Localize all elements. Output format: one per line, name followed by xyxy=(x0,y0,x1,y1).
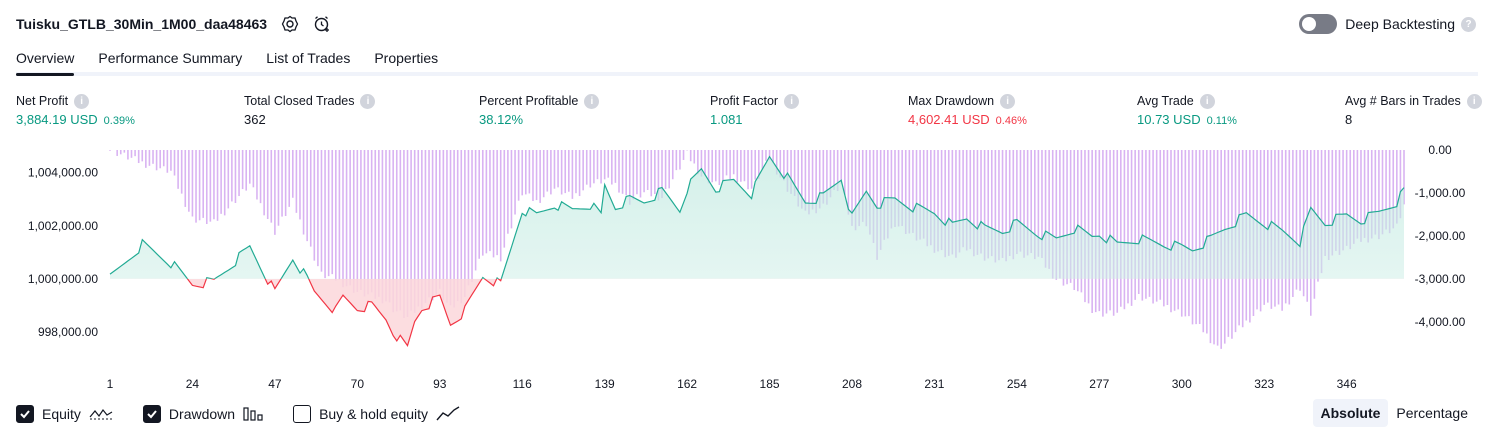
metric-label: Avg Trade xyxy=(1137,94,1194,108)
equity-loss-area xyxy=(110,278,1404,346)
info-icon[interactable]: i xyxy=(1199,93,1215,109)
toggle-knob xyxy=(1302,17,1317,31)
absolute-mode-button[interactable]: Absolute xyxy=(1312,399,1389,427)
x-axis-tick-label: 70 xyxy=(351,377,365,391)
equity-checkbox[interactable] xyxy=(16,405,34,423)
x-axis-tick-label: 231 xyxy=(924,377,944,391)
equity-toggle[interactable]: Equity xyxy=(16,405,113,423)
equity-line-loss xyxy=(186,278,502,347)
deep-backtesting-label: Deep Backtesting xyxy=(1345,16,1455,32)
metric-value: 1.081 xyxy=(710,112,743,127)
buy-hold-label: Buy & hold equity xyxy=(319,406,429,422)
equity-line-icon xyxy=(89,407,113,421)
x-axis-tick-label: 254 xyxy=(1007,377,1027,391)
equity-line-profit xyxy=(109,155,1405,279)
deep-backtesting: Deep Backtesting ? xyxy=(1299,12,1476,36)
info-icon[interactable]: i xyxy=(360,93,376,109)
left-axis-tick-label: 1,000,000.00 xyxy=(28,272,98,286)
metric-label: Avg # Bars in Trades xyxy=(1345,94,1461,108)
equity-label: Equity xyxy=(42,406,81,422)
metric-avg-bars-in-trades: Avg # Bars in Trades i 8 xyxy=(1345,92,1482,130)
settings-icon[interactable] xyxy=(281,15,299,33)
x-axis-tick-label: 162 xyxy=(677,377,697,391)
help-icon[interactable]: ? xyxy=(1461,16,1476,32)
metric-value: 8 xyxy=(1345,112,1353,127)
x-axis-tick-label: 185 xyxy=(760,377,780,391)
tab-performance-summary[interactable]: Performance Summary xyxy=(98,50,243,66)
metric-label: Profit Factor xyxy=(710,94,779,108)
left-axis-tick-label: 1,004,000.00 xyxy=(28,166,98,180)
drawdown-bars-icon xyxy=(243,406,263,422)
buy-hold-line-icon xyxy=(436,406,460,422)
buy-hold-checkbox[interactable] xyxy=(293,405,312,423)
strategy-title: Tuisku_GTLB_30Min_1M00_daa48463 xyxy=(16,16,268,32)
x-axis-tick-label: 277 xyxy=(1089,377,1109,391)
metric-max-drawdown: Max Drawdown i 4,602.41 USD 0.46% xyxy=(908,92,1027,130)
x-axis-tick-label: 116 xyxy=(513,377,532,391)
metric-value: 4,602.41 USD xyxy=(908,112,990,127)
percentage-mode-button[interactable]: Percentage xyxy=(1396,405,1468,421)
title-row: Tuisku_GTLB_30Min_1M00_daa48463 xyxy=(16,12,331,36)
metric-label: Max Drawdown xyxy=(908,94,995,108)
drawdown-checkbox[interactable] xyxy=(142,405,161,423)
metric-value: 3,884.19 USD xyxy=(16,112,98,127)
equity-drawdown-chart[interactable]: 1,004,000.00 1,002,000.00 1,000,000.00 998,… xyxy=(0,140,1494,396)
x-axis-tick-label: 93 xyxy=(433,377,447,391)
left-axis-tick-label: 998,000.00 xyxy=(38,325,98,339)
chart-legend: Equity Drawdown Buy & hold equity xyxy=(16,403,490,425)
metric-percent: 0.11% xyxy=(1206,115,1237,127)
report-tabs: Overview Performance Summary List of Tra… xyxy=(16,44,1478,76)
x-axis-tick-label: 346 xyxy=(1337,377,1357,391)
drawdown-label: Drawdown xyxy=(168,406,236,422)
right-axis-tick-label: 0.00 xyxy=(1428,143,1452,157)
info-icon[interactable]: i xyxy=(1466,93,1482,109)
x-axis-tick-label: 1 xyxy=(107,377,114,391)
deep-backtesting-toggle[interactable] xyxy=(1299,14,1338,34)
x-axis-tick-label: 300 xyxy=(1172,377,1192,391)
metric-avg-trade: Avg Trade i 10.73 USD 0.11% xyxy=(1137,92,1237,130)
metric-value: 10.73 USD xyxy=(1137,112,1201,127)
value-mode-switch: Absolute Percentage xyxy=(1312,399,1477,427)
tab-list-of-trades[interactable]: List of Trades xyxy=(266,50,351,66)
metric-percent-profitable: Percent Profitable i 38.12% xyxy=(479,92,600,130)
tab-properties[interactable]: Properties xyxy=(374,50,439,66)
metric-label: Net Profit xyxy=(16,94,69,108)
x-axis-tick-label: 323 xyxy=(1254,377,1274,391)
metric-value: 38.12% xyxy=(479,112,524,127)
metric-percent: 0.39% xyxy=(103,115,135,127)
tab-overview[interactable]: Overview xyxy=(16,44,75,76)
left-axis-tick-label: 1,002,000.00 xyxy=(28,219,98,233)
drawdown-toggle[interactable]: Drawdown xyxy=(142,405,263,423)
metric-percent: 0.46% xyxy=(995,115,1027,127)
metric-label: Total Closed Trades xyxy=(244,94,355,108)
info-icon[interactable]: i xyxy=(584,93,600,109)
x-axis-tick-label: 24 xyxy=(186,377,200,391)
equity-profit-area xyxy=(110,156,1404,279)
right-axis-tick-label: -2,000.00 xyxy=(1415,229,1466,243)
info-icon[interactable]: i xyxy=(1000,93,1016,109)
metric-total-closed-trades: Total Closed Trades i 362 xyxy=(244,92,376,130)
metric-profit-factor: Profit Factor i 1.081 xyxy=(710,92,800,130)
metric-value: 362 xyxy=(244,112,266,127)
info-icon[interactable]: i xyxy=(74,93,90,109)
right-axis-tick-label: -4,000.00 xyxy=(1415,315,1466,329)
info-icon[interactable]: i xyxy=(784,93,800,109)
right-axis-tick-label: -3,000.00 xyxy=(1415,272,1466,286)
metric-net-profit: Net Profit i 3,884.19 USD 0.39% xyxy=(16,92,135,130)
x-axis-tick-label: 47 xyxy=(268,377,282,391)
x-axis-tick-label: 208 xyxy=(842,377,862,391)
add-alert-icon[interactable] xyxy=(313,15,331,33)
x-axis-tick-label: 139 xyxy=(595,377,615,391)
buy-hold-toggle[interactable]: Buy & hold equity xyxy=(293,405,460,423)
metric-label: Percent Profitable xyxy=(479,94,579,108)
right-axis-tick-label: -1,000.00 xyxy=(1415,186,1466,200)
